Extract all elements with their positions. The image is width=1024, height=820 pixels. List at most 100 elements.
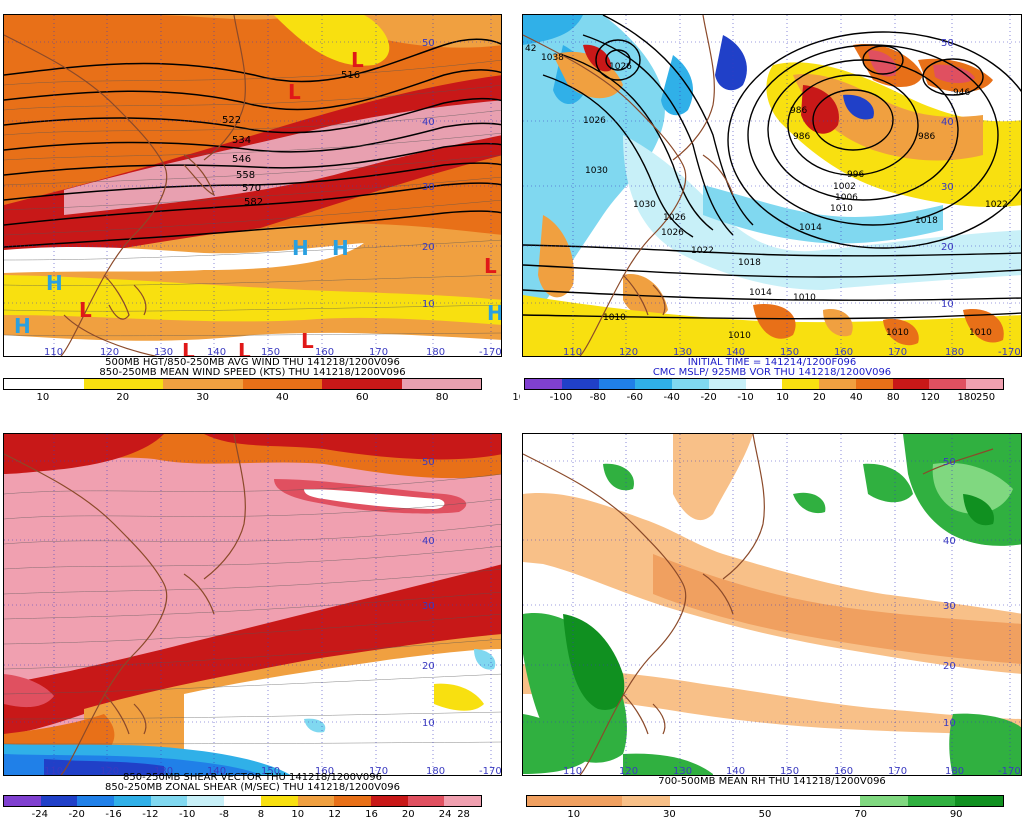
colorbar-swatch <box>527 796 575 806</box>
pressure-label: 1010 <box>728 331 751 341</box>
height-label: 534 <box>232 135 251 146</box>
height-contours <box>4 38 501 248</box>
wind-weak-north <box>4 15 501 48</box>
lon-labels: 110 120 130 140 150 160 170 180 -170 <box>44 347 502 357</box>
pressure-labels: 1038 1026 1030 1030 1026 1022 1018 1014 … <box>525 44 1008 341</box>
colorbar-label: -10 <box>737 392 754 403</box>
lon-label-150: 150 <box>780 766 799 776</box>
low-symbol: L <box>182 339 195 357</box>
pressure-label: 1010 <box>603 313 626 323</box>
colorbar-swatch <box>444 796 481 806</box>
colorbar-swatch <box>598 379 636 389</box>
map-zonal-shear-svg: 50 40 30 20 10 110 120 130 140 150 160 1… <box>4 434 501 776</box>
pressure-label: 1018 <box>738 258 761 268</box>
colorbar-label: 50 <box>758 809 772 820</box>
pressure-label: 1014 <box>749 288 772 298</box>
pressure-label: 1026 <box>609 62 632 72</box>
colorbar-swatch <box>525 379 562 389</box>
panel2-colorbar <box>524 378 1004 390</box>
panel3-colorbar <box>3 795 482 807</box>
lon-label-180: 180 <box>945 347 964 357</box>
colorbar-label: 20 <box>813 392 826 403</box>
colorbar-label: 24 <box>438 809 452 820</box>
panel4-caption-1: 700-500MB MEAN RH THU 141218/1200V096 <box>658 776 886 787</box>
panel1-caption-1: 500MB HGT/850-250MB AVG WIND THU 141218/… <box>105 357 400 368</box>
lat-label-20: 20 <box>422 661 435 672</box>
colorbar-label: 10 <box>567 809 581 820</box>
lat-label-30: 30 <box>941 182 954 193</box>
grid-lines <box>523 15 1021 356</box>
colorbar-label: 80 <box>886 392 900 403</box>
lon-label-110: 110 <box>563 766 582 776</box>
colorbar-swatch <box>187 796 225 806</box>
colorbar-label: 250 <box>975 392 996 403</box>
panel-wind-speed: 50 40 30 20 10 110 120 130 140 150 160 1… <box>0 0 531 403</box>
lat-label-20: 20 <box>941 242 954 253</box>
lon-label-minus170: -170 <box>479 347 502 357</box>
lon-label-180: 180 <box>945 766 964 776</box>
lat-label-50: 50 <box>941 38 954 49</box>
colorbar-swatch <box>43 379 84 389</box>
map-mean-rh: 50 40 30 20 10 110 120 130 140 150 160 1… <box>522 433 1022 776</box>
pressure-label: 1010 <box>969 328 992 338</box>
colorbar-swatch <box>819 379 856 389</box>
colorbar-label: -60 <box>626 392 643 403</box>
vorticity-shading <box>523 15 1021 356</box>
low-symbol: L <box>351 48 364 72</box>
lat-label-50: 50 <box>943 457 956 468</box>
colorbar-swatch <box>83 379 124 389</box>
pressure-label: 986 <box>790 106 807 116</box>
isobars <box>523 15 1021 320</box>
lon-label-130: 130 <box>673 766 692 776</box>
colorbar-swatch <box>370 796 408 806</box>
lat-label-10: 10 <box>941 299 954 310</box>
rh-shading <box>523 434 1021 775</box>
colorbar-swatch <box>672 379 709 389</box>
colorbar-swatch <box>40 796 78 806</box>
map-wind-speed-svg: 50 40 30 20 10 110 120 130 140 150 160 1… <box>4 15 502 357</box>
colorbar-label: -80 <box>589 392 607 403</box>
lon-label-160: 160 <box>315 766 334 776</box>
lon-label-170: 170 <box>888 347 907 357</box>
high-symbol: H <box>332 236 349 260</box>
colorbar-label: 28 <box>457 809 470 820</box>
lon-label-110: 110 <box>44 347 63 357</box>
height-label: 570 <box>242 183 261 194</box>
colorbar-swatch <box>123 379 163 389</box>
colorbar-label: -16 <box>105 809 122 820</box>
lat-labels: 50 40 30 20 10 <box>943 457 956 729</box>
height-labels: 516 522 534 546 558 570 582 <box>222 70 360 208</box>
pressure-label: 1038 <box>541 53 564 63</box>
colorbar-label: 80 <box>435 392 449 403</box>
lat-labels: 50 40 30 20 10 <box>422 457 435 729</box>
colorbar-label: 10 <box>291 809 305 820</box>
lat-label-10: 10 <box>422 299 435 310</box>
colorbar-swatch <box>334 796 371 806</box>
panel1-colorbar <box>3 378 482 390</box>
colorbar-swatch <box>4 796 41 806</box>
lon-label-110: 110 <box>44 766 63 776</box>
colorbar-label: 20 <box>401 809 415 820</box>
colorbar-label: 10 <box>36 392 50 403</box>
pressure-centers: L L H H H H L L L L L H <box>14 48 502 357</box>
colorbar-label: -24 <box>31 809 49 820</box>
colorbar-swatch <box>860 796 908 806</box>
lon-label-180: 180 <box>426 766 445 776</box>
colorbar-label: 20 <box>116 392 130 403</box>
colorbar-swatch <box>855 379 893 389</box>
map-mslp-vorticity: 50 40 30 20 10 110 120 130 140 150 160 1… <box>522 14 1022 357</box>
high-symbol: H <box>487 301 502 325</box>
colorbar-label: -100 <box>549 392 573 403</box>
wind-white-south <box>4 332 501 356</box>
height-label: 516 <box>341 70 360 81</box>
lat-label-10: 10 <box>422 718 435 729</box>
pressure-label: 1026 <box>663 213 686 223</box>
colorbar-swatch <box>77 796 115 806</box>
colorbar-swatch <box>907 796 956 806</box>
lat-label-30: 30 <box>943 601 956 612</box>
lon-labels: 110 120 130 140 150 160 170 180 -170 <box>563 347 1021 357</box>
colorbar-swatch <box>812 796 861 806</box>
colorbar-label: -8 <box>219 809 230 820</box>
lon-label-130: 130 <box>154 347 173 357</box>
lon-label-110: 110 <box>563 347 582 357</box>
